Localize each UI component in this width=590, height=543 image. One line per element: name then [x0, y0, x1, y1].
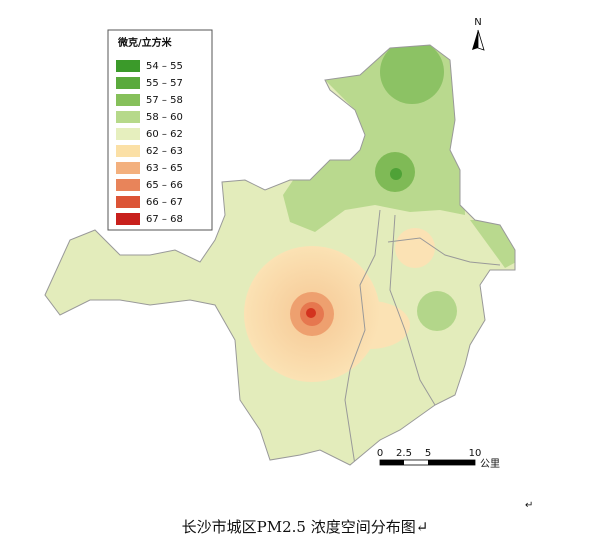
legend-swatch: [116, 179, 140, 191]
legend: 54 – 55 55 – 57 57 – 58 58 – 60 60 – 62 62 – …: [116, 60, 183, 225]
legend-label: 67 – 68: [146, 214, 183, 225]
scale-label: 0: [377, 448, 383, 459]
legend-swatch: [116, 111, 140, 123]
legend-swatch: [116, 145, 140, 157]
caption: 长沙市城区PM2.5 浓度空间分布图↵: [182, 518, 429, 536]
legend-label: 66 – 67: [146, 197, 183, 208]
legend-label: 58 – 60: [146, 112, 183, 123]
legend-title: 微克/立方米: [117, 36, 173, 49]
legend-swatch: [116, 128, 140, 140]
return-mark: ↵: [525, 500, 533, 511]
legend-label: 54 – 55: [146, 61, 183, 72]
legend-label: 55 – 57: [146, 78, 183, 89]
scale-label: 5: [425, 448, 431, 459]
north-label: N: [474, 17, 481, 28]
legend-swatch: [116, 162, 140, 174]
scale-label: 2.5: [396, 448, 412, 459]
legend-swatch: [116, 213, 140, 225]
legend-swatch: [116, 77, 140, 89]
legend-swatch: [116, 94, 140, 106]
legend-label: 65 – 66: [146, 180, 183, 191]
scale-label: 10: [469, 448, 482, 459]
scale-bar: [379, 459, 476, 466]
legend-swatch: [116, 196, 140, 208]
scale-unit: 公里: [480, 458, 500, 470]
legend-label: 63 – 65: [146, 163, 183, 174]
legend-label: 57 – 58: [146, 95, 183, 106]
legend-label: 60 – 62: [146, 129, 183, 140]
legend-label: 62 – 63: [146, 146, 183, 157]
legend-swatch: [116, 60, 140, 72]
